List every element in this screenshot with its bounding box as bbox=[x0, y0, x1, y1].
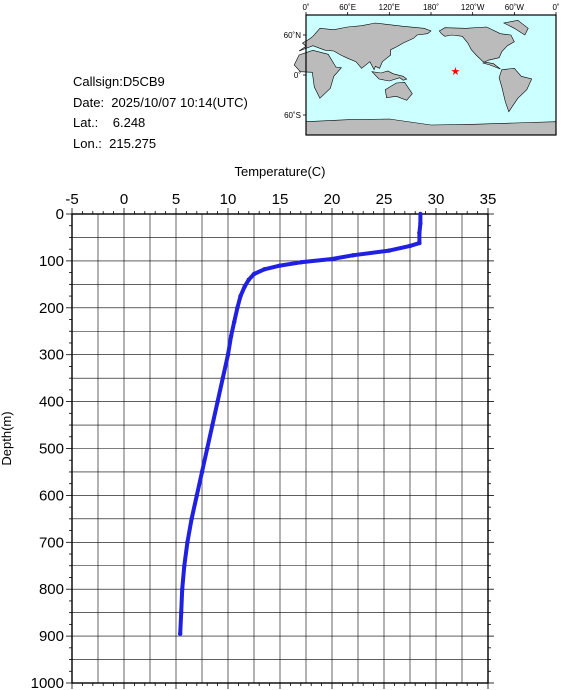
y-tick-label: 600 bbox=[39, 487, 64, 504]
x-tick-label: 10 bbox=[220, 191, 237, 208]
temperature-point bbox=[238, 293, 243, 299]
temperature-point bbox=[194, 493, 199, 498]
longitude-label: Lon.: 215.275 bbox=[73, 135, 157, 151]
plot-frame bbox=[71, 213, 489, 684]
temperature-point bbox=[228, 333, 234, 339]
temperature-point bbox=[329, 256, 335, 262]
x-tick-label: 0 bbox=[120, 191, 128, 208]
map-lat-label: 60˚S bbox=[284, 111, 301, 120]
temperature-point bbox=[418, 211, 423, 217]
temperature-point bbox=[177, 631, 183, 636]
map-land-indonesia bbox=[371, 70, 408, 82]
y-tick-label: 300 bbox=[39, 347, 64, 364]
y-tick-label: 1000 bbox=[31, 675, 64, 690]
x-tick-label: 5 bbox=[172, 191, 180, 208]
temperature-point bbox=[407, 243, 413, 249]
x-tick-label: 35 bbox=[480, 191, 497, 208]
map-lon-label: 60˚E bbox=[339, 3, 356, 12]
temperature-point bbox=[189, 516, 194, 522]
station-marker-icon: ★ bbox=[451, 65, 461, 78]
temperature-point bbox=[182, 563, 187, 568]
x-axis-title: Temperature(C) bbox=[234, 164, 325, 179]
map-land-europe-asia bbox=[298, 22, 432, 71]
map-land-australia bbox=[384, 81, 413, 101]
temperature-point bbox=[210, 422, 215, 428]
y-tick-label: 100 bbox=[39, 253, 64, 270]
map-lon-label: 0˚ bbox=[302, 3, 309, 12]
map-lon-label: 120˚E bbox=[379, 3, 400, 12]
date-label: Date: 2025/10/07 10:14(UTC) bbox=[73, 94, 248, 110]
temperature-point bbox=[262, 267, 267, 272]
callsign-label: Callsign:D5CB9 bbox=[73, 74, 165, 89]
x-tick-label: -5 bbox=[65, 191, 78, 208]
map-lat-label: 0˚ bbox=[294, 71, 301, 80]
temperature-point bbox=[277, 263, 283, 268]
temperature-point bbox=[225, 352, 231, 357]
y-tick-label: 500 bbox=[39, 441, 64, 458]
y-tick-label: 800 bbox=[39, 581, 64, 598]
y-tick-label: 400 bbox=[39, 394, 64, 411]
map-lon-label: 0˚ bbox=[552, 3, 559, 12]
map-land-greenland bbox=[502, 19, 529, 36]
y-axis-title: Depth(m) bbox=[0, 411, 14, 465]
temperature-point bbox=[246, 277, 251, 282]
map-land-south-america bbox=[498, 67, 533, 113]
temperature-point bbox=[417, 240, 422, 246]
x-tick-label: 30 bbox=[428, 191, 445, 208]
x-tick-label: 25 bbox=[376, 191, 393, 208]
latitude-label: Lat.: 6.248 bbox=[73, 115, 146, 130]
temperature-point bbox=[350, 253, 355, 258]
temperature-point bbox=[179, 610, 184, 615]
x-tick-label: 15 bbox=[272, 191, 289, 208]
map-land-north-america bbox=[438, 26, 515, 70]
y-tick-label: 900 bbox=[39, 628, 64, 645]
station-info: Callsign:D5CB9 Date: 2025/10/07 10:14(UT… bbox=[73, 72, 248, 154]
temperature-point bbox=[387, 248, 392, 253]
y-tick-label: 200 bbox=[39, 300, 64, 317]
temperature-point bbox=[180, 587, 185, 592]
temperature-point bbox=[417, 230, 422, 235]
map-lon-label: 180˚ bbox=[423, 3, 439, 12]
map-lon-label: 120˚W bbox=[461, 3, 485, 12]
temperature-point bbox=[242, 284, 247, 289]
temperature-point bbox=[251, 271, 257, 277]
temperature-point bbox=[205, 446, 210, 451]
temperature-point bbox=[232, 319, 237, 325]
temperature-point bbox=[199, 469, 205, 475]
temperature-point bbox=[215, 399, 220, 404]
y-tick-label: 0 bbox=[56, 206, 64, 223]
temperature-point bbox=[185, 540, 190, 545]
temperature-point bbox=[418, 221, 423, 226]
map-lat-label: 60˚N bbox=[284, 31, 302, 40]
y-tick-label: 700 bbox=[39, 534, 64, 551]
map-lon-label: 60˚W bbox=[505, 3, 525, 12]
temperature-point bbox=[235, 305, 240, 310]
temperature-point bbox=[220, 375, 225, 381]
x-tick-label: 20 bbox=[324, 191, 341, 208]
temperature-point bbox=[298, 260, 303, 265]
